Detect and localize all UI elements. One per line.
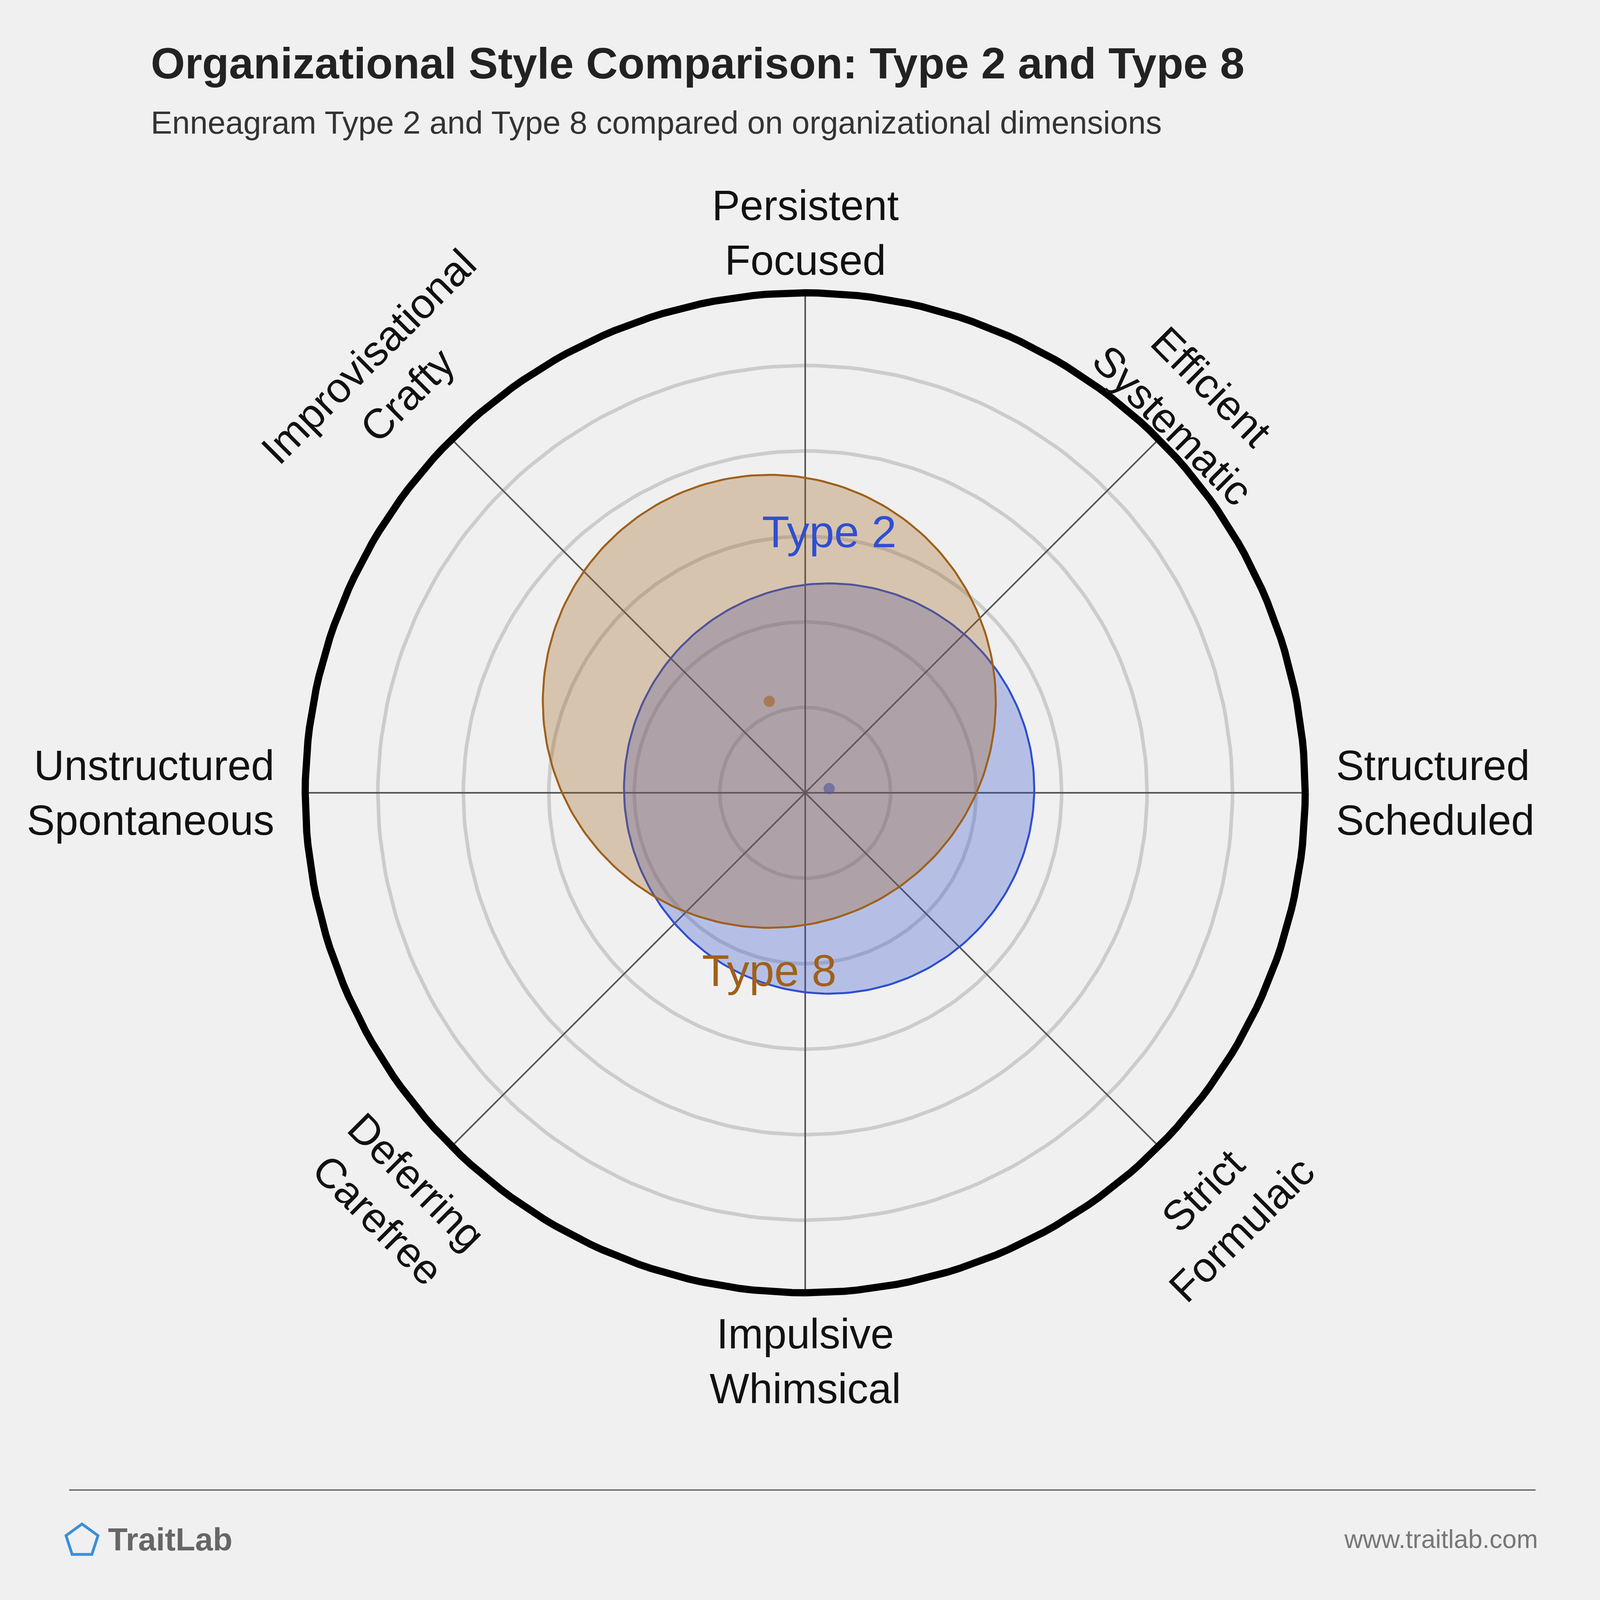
svg-text:TraitLab: TraitLab — [108, 1521, 233, 1558]
svg-text:Type 2: Type 2 — [762, 506, 897, 557]
svg-text:PersistentFocused: PersistentFocused — [712, 182, 899, 284]
svg-text:StructuredScheduled: StructuredScheduled — [1336, 742, 1535, 844]
svg-text:Type 8: Type 8 — [702, 945, 837, 996]
svg-text:Organizational Style Compariso: Organizational Style Comparison: Type 2 … — [150, 38, 1245, 88]
svg-text:Enneagram Type 2 and Type 8 co: Enneagram Type 2 and Type 8 compared on … — [150, 104, 1162, 141]
svg-text:UnstructuredSpontaneous: UnstructuredSpontaneous — [26, 742, 275, 844]
svg-text:www.traitlab.com: www.traitlab.com — [1344, 1524, 1538, 1554]
svg-text:ImprovisationalCrafty: ImprovisationalCrafty — [252, 240, 524, 512]
svg-text:ImpulsiveWhimsical: ImpulsiveWhimsical — [709, 1310, 901, 1412]
svg-text:DeferringCarefree: DeferringCarefree — [300, 1103, 495, 1298]
svg-text:EfficientSystematic: EfficientSystematic — [1083, 297, 1301, 514]
svg-text:StrictFormulaic: StrictFormulaic — [1121, 1108, 1324, 1311]
